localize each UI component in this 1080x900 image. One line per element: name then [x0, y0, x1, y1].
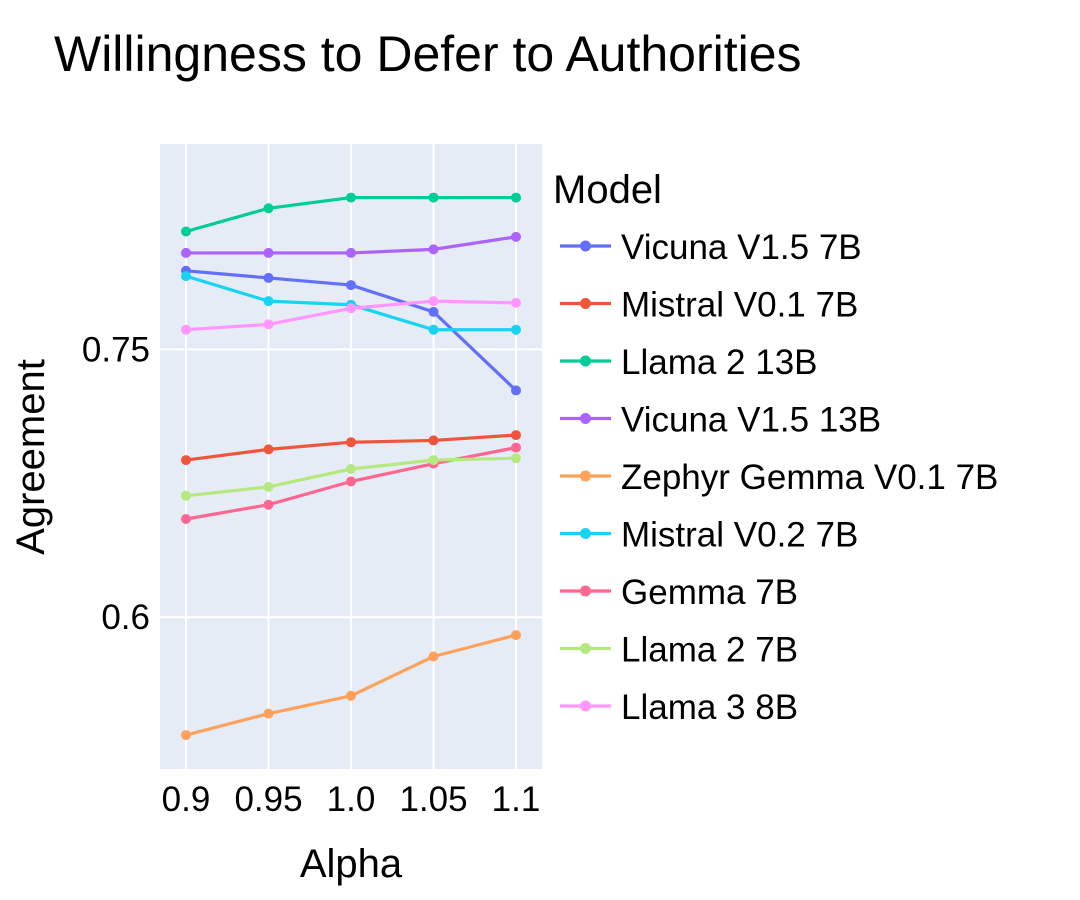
legend-item-llama-2-7b: Llama 2 7B: [560, 631, 798, 670]
data-point-zephyr-gemma-v0-1-7b: [263, 708, 274, 719]
data-point-llama-3-8b: [511, 297, 521, 308]
data-point-vicuna-v1-5-13b: [263, 247, 274, 258]
series-llama-2-7b: [181, 453, 521, 501]
data-point-vicuna-v1-5-7b: [511, 385, 521, 396]
series-layer: [181, 192, 521, 741]
x-tick-label: 1.0: [327, 780, 376, 819]
data-point-vicuna-v1-5-13b: [511, 231, 521, 242]
data-point-gemma-7b: [346, 476, 356, 487]
data-point-mistral-v0-1-7b: [263, 444, 274, 455]
data-point-mistral-v0-1-7b: [511, 430, 521, 441]
y-axis-label: Agreement: [9, 359, 53, 555]
legend-swatch-marker: [580, 643, 591, 654]
legend: Vicuna V1.5 7B Mistral V0.1 7B Llama 2 13B…: [560, 228, 998, 727]
legend-item-llama-2-13b: Llama 2 13B: [560, 343, 818, 382]
legend-swatch-marker: [580, 298, 591, 309]
data-point-llama-2-7b: [511, 453, 521, 464]
chart-title: Willingness to Defer to Authorities: [54, 26, 802, 82]
legend-label: Zephyr Gemma V0.1 7B: [621, 458, 998, 497]
data-point-llama-2-7b: [428, 455, 439, 466]
legend-swatch-marker: [580, 528, 591, 539]
legend-item-vicuna-v1-5-7b: Vicuna V1.5 7B: [560, 228, 862, 267]
data-point-mistral-v0-2-7b: [181, 271, 191, 282]
data-point-mistral-v0-2-7b: [428, 324, 439, 335]
x-tick-label: 1.1: [492, 780, 541, 819]
data-point-mistral-v0-1-7b: [428, 435, 439, 446]
y-tick-label: 0.75: [82, 330, 150, 369]
legend-label: Mistral V0.2 7B: [621, 516, 858, 555]
data-point-gemma-7b: [181, 514, 191, 524]
data-point-llama-3-8b: [428, 296, 439, 307]
legend-swatch-marker: [580, 585, 591, 597]
legend-swatch-marker: [580, 240, 591, 252]
data-point-mistral-v0-1-7b: [181, 455, 191, 466]
data-point-llama-3-8b: [263, 319, 274, 330]
data-point-vicuna-v1-5-7b: [428, 306, 439, 317]
legend-title: Model: [553, 168, 662, 212]
series-vicuna-v1-5-13b: [181, 231, 521, 258]
data-point-vicuna-v1-5-13b: [428, 244, 439, 255]
data-point-zephyr-gemma-v0-1-7b: [428, 651, 439, 662]
data-point-llama-3-8b: [346, 303, 356, 314]
x-tick-label: 1.05: [399, 780, 467, 819]
legend-item-mistral-v0-2-7b: Mistral V0.2 7B: [560, 516, 858, 555]
data-point-gemma-7b: [263, 499, 274, 510]
data-point-llama-3-8b: [181, 324, 191, 335]
data-point-llama-2-13b: [428, 192, 439, 203]
data-point-zephyr-gemma-v0-1-7b: [346, 690, 356, 701]
data-point-llama-2-7b: [181, 490, 191, 501]
data-point-llama-2-13b: [263, 203, 274, 214]
data-point-zephyr-gemma-v0-1-7b: [181, 730, 191, 741]
legend-item-llama-3-8b: Llama 3 8B: [560, 688, 798, 727]
legend-label: Vicuna V1.5 7B: [621, 228, 862, 267]
data-point-gemma-7b: [511, 442, 521, 453]
legend-item-vicuna-v1-5-13b: Vicuna V1.5 13B: [560, 401, 881, 440]
series-llama-3-8b: [181, 296, 521, 335]
legend-label: Llama 2 7B: [621, 631, 798, 670]
axis-ticks: 0.9 0.95 1.0 1.05 1.1 0.6 0.75: [82, 330, 540, 819]
data-point-llama-2-7b: [346, 464, 356, 474]
legend-label: Gemma 7B: [621, 573, 798, 612]
x-tick-label: 0.9: [162, 780, 211, 819]
legend-swatch-marker: [580, 700, 591, 712]
series-llama-2-13b: [181, 192, 521, 237]
data-point-llama-2-7b: [263, 481, 274, 492]
data-point-mistral-v0-2-7b: [263, 296, 274, 307]
legend-label: Vicuna V1.5 13B: [621, 401, 881, 440]
data-point-llama-2-13b: [511, 192, 521, 203]
legend-item-gemma-7b: Gemma 7B: [560, 573, 798, 612]
data-point-vicuna-v1-5-7b: [346, 280, 356, 291]
data-point-vicuna-v1-5-13b: [181, 247, 191, 258]
data-point-mistral-v0-1-7b: [346, 437, 356, 448]
data-point-llama-2-13b: [181, 226, 191, 237]
data-point-llama-2-13b: [346, 192, 356, 203]
x-axis-label: Alpha: [300, 842, 403, 886]
data-point-vicuna-v1-5-7b: [263, 272, 274, 283]
x-tick-label: 0.95: [234, 780, 302, 819]
legend-label: Llama 3 8B: [621, 688, 798, 727]
data-point-zephyr-gemma-v0-1-7b: [511, 630, 521, 641]
y-tick-label: 0.6: [101, 598, 150, 637]
data-point-vicuna-v1-5-13b: [346, 247, 356, 258]
data-point-mistral-v0-2-7b: [511, 324, 521, 335]
series-zephyr-gemma-v0-1-7b: [181, 630, 521, 741]
series-mistral-v0-1-7b: [181, 430, 521, 466]
legend-item-mistral-v0-1-7b: Mistral V0.1 7B: [560, 286, 858, 325]
legend-label: Mistral V0.1 7B: [621, 286, 858, 325]
legend-swatch-marker: [580, 355, 591, 367]
legend-swatch-marker: [580, 413, 591, 424]
legend-label: Llama 2 13B: [621, 343, 818, 382]
legend-item-zephyr-gemma-v0-1-7b: Zephyr Gemma V0.1 7B: [560, 458, 998, 497]
legend-swatch-marker: [580, 470, 591, 482]
